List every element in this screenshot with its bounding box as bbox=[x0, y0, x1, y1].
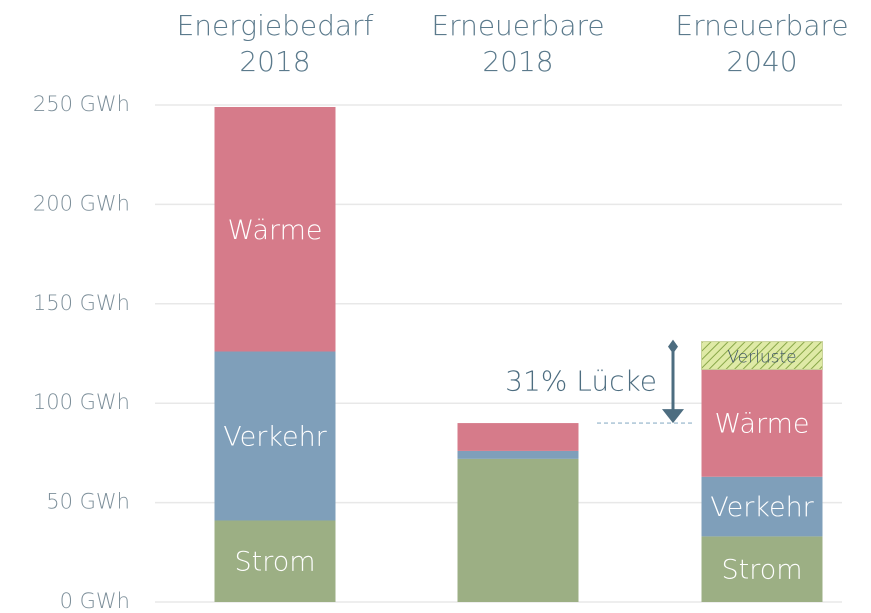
segment-label: Strom bbox=[721, 555, 802, 586]
segment-label: Strom bbox=[234, 547, 315, 578]
y-tick-label: 100 GWh bbox=[33, 390, 130, 414]
bar-segment bbox=[701, 341, 823, 370]
segment-label: Wärme bbox=[714, 409, 809, 440]
bar-segment bbox=[701, 476, 823, 537]
bar-segment bbox=[701, 536, 823, 602]
gap-annotation: 31% Lücke bbox=[505, 364, 657, 397]
segment-label: Verkehr bbox=[710, 492, 814, 523]
category-label: Erneuerbare 2040 bbox=[675, 9, 849, 78]
bar-segment bbox=[214, 520, 336, 602]
gap-arrow-top bbox=[668, 339, 678, 354]
segment-label: Verluste bbox=[727, 347, 796, 367]
y-tick-label: 250 GWh bbox=[33, 92, 130, 116]
category-label: Energiebedarf 2018 bbox=[176, 9, 374, 78]
bar-segment bbox=[214, 351, 336, 521]
y-tick-label: 150 GWh bbox=[33, 291, 130, 315]
segment-label: Wärme bbox=[227, 215, 322, 246]
y-tick-label: 200 GWh bbox=[33, 191, 130, 215]
bar-segment bbox=[701, 369, 823, 477]
bar-segment bbox=[214, 106, 336, 352]
bar-segment bbox=[457, 450, 579, 459]
y-tick-label: 50 GWh bbox=[46, 490, 130, 514]
bar-segment bbox=[457, 458, 579, 602]
gap-arrow-head bbox=[662, 409, 684, 424]
y-tick-label: 0 GWh bbox=[60, 589, 130, 613]
category-label: Erneuerbare 2018 bbox=[431, 9, 605, 78]
segment-label: Verkehr bbox=[223, 422, 327, 453]
bar-segment bbox=[457, 423, 579, 451]
